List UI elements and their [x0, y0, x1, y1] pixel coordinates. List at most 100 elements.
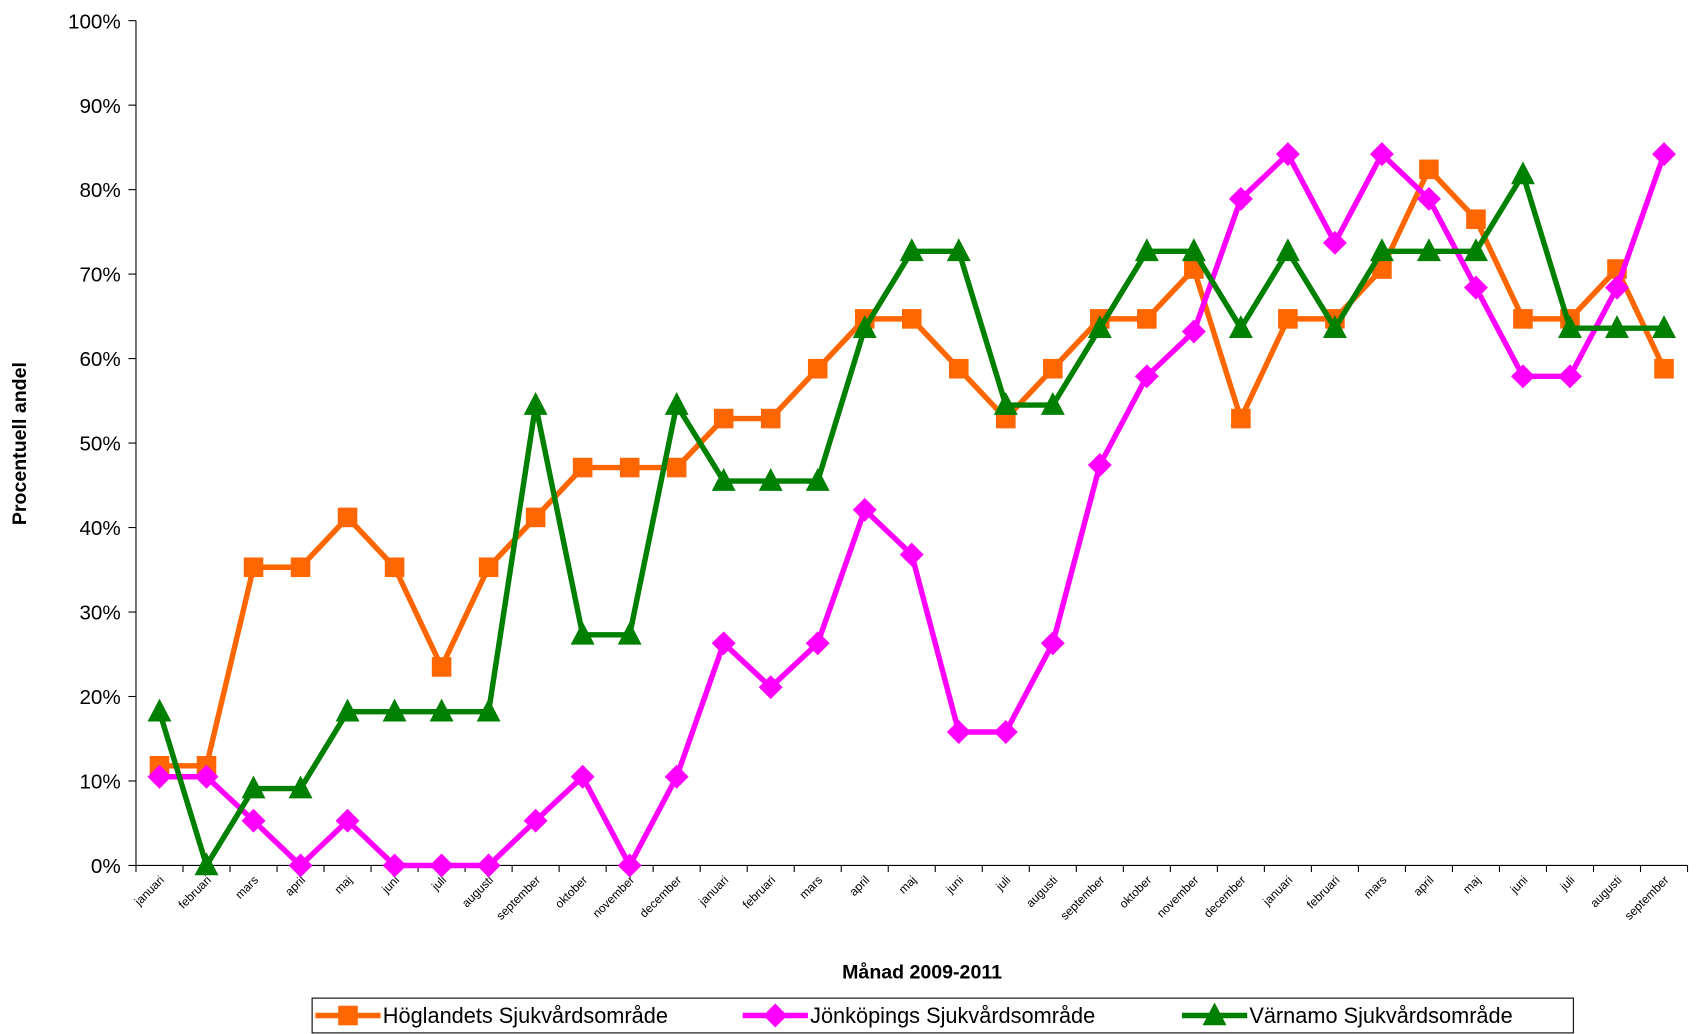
- x-tick-label: november: [590, 873, 637, 920]
- data-point: [523, 392, 548, 415]
- data-point: [1181, 238, 1206, 262]
- y-tick-label: 90%: [79, 95, 120, 118]
- y-tick-label: 50%: [79, 433, 120, 456]
- data-point: [617, 853, 642, 878]
- x-tick-label: december: [1201, 873, 1248, 920]
- data-point: [147, 764, 172, 789]
- data-point: [429, 698, 454, 722]
- x-tick-label: maj: [1460, 873, 1484, 897]
- data-point: [711, 468, 736, 491]
- x-tick-label: januari: [131, 873, 167, 909]
- data-point: [901, 309, 922, 329]
- data-point: [525, 507, 546, 528]
- x-tick-label: mars: [797, 873, 826, 902]
- data-point: [666, 457, 687, 478]
- data-line: [156, 171, 1665, 869]
- y-tick-label: 40%: [79, 517, 120, 540]
- data-point: [617, 621, 642, 645]
- x-tick-label: juli: [992, 873, 1013, 894]
- data-point: [1322, 230, 1347, 255]
- x-tick-label: september: [1058, 873, 1108, 923]
- x-axis-title: Månad 2009-2011: [842, 961, 1002, 984]
- x-tick-label: juni: [943, 873, 967, 897]
- data-point: [288, 775, 313, 799]
- x-tick-label: september: [1622, 873, 1672, 923]
- data-point: [711, 631, 736, 656]
- x-tick-label: juni: [378, 873, 402, 897]
- x-tick-label: juni: [1507, 873, 1531, 897]
- data-point: [1228, 315, 1253, 338]
- data-point: [1416, 238, 1441, 262]
- data-point: [619, 457, 640, 478]
- data-point: [1652, 142, 1676, 167]
- y-tick-label: 10%: [79, 771, 120, 794]
- data-point: [241, 775, 266, 799]
- data-point: [946, 238, 971, 262]
- data-point: [1322, 315, 1347, 338]
- data-point: [194, 852, 219, 876]
- x-tick-label: mars: [232, 873, 261, 902]
- data-point: [1463, 238, 1488, 262]
- data-point: [993, 720, 1018, 744]
- data-point: [572, 457, 593, 478]
- data-point: [384, 557, 405, 578]
- data-point: [1040, 631, 1065, 656]
- data-point: [1463, 275, 1488, 300]
- data-point: [1040, 392, 1065, 415]
- y-tick-label: 80%: [79, 179, 120, 202]
- data-point: [664, 764, 689, 789]
- data-point: [431, 657, 452, 677]
- x-tick-label: oktober: [552, 873, 590, 911]
- data-point: [290, 557, 311, 578]
- x-tick-label: augusti: [1023, 873, 1060, 910]
- x-tick-label: december: [637, 873, 684, 920]
- x-tick-label: april: [1411, 873, 1437, 899]
- data-point: [1087, 453, 1112, 477]
- data-point: [899, 238, 924, 262]
- data-point: [478, 557, 499, 578]
- data-point: [1652, 315, 1676, 338]
- data-point: [758, 675, 783, 700]
- data-point: [476, 698, 501, 722]
- data-point: [335, 698, 360, 722]
- legend-label: Värnamo Sjukvårdsområde: [1249, 1003, 1512, 1028]
- legend-box: [311, 997, 1574, 1034]
- x-tick-label: maj: [332, 873, 356, 897]
- y-tick-label: 0%: [91, 855, 121, 878]
- data-point: [1558, 315, 1582, 338]
- data-point: [1278, 309, 1298, 329]
- x-tick-label: augusti: [459, 873, 496, 910]
- x-tick-label: maj: [896, 873, 920, 897]
- data-point: [1369, 238, 1394, 262]
- data-point: [194, 764, 219, 789]
- data-point: [288, 853, 313, 878]
- data-point: [805, 468, 830, 491]
- data-point: [1275, 238, 1300, 262]
- data-point: [852, 315, 877, 338]
- data-point: [1231, 408, 1251, 429]
- data-point: [1513, 309, 1533, 329]
- x-tick-label: juli: [428, 873, 449, 894]
- data-point: [1275, 142, 1300, 167]
- data-point: [1087, 315, 1112, 338]
- data-point: [758, 468, 783, 491]
- data-point: [1654, 358, 1674, 379]
- data-point: [429, 853, 454, 878]
- data-point: [1043, 358, 1063, 379]
- data-point: [1419, 159, 1439, 180]
- x-tick-label: september: [493, 873, 543, 923]
- x-tick-label: oktober: [1116, 873, 1154, 911]
- x-tick-label: april: [282, 873, 308, 899]
- x-tick-label: mars: [1361, 873, 1390, 902]
- legend-marker: [1202, 1002, 1227, 1026]
- x-tick-label: februari: [740, 873, 779, 912]
- legend-label: Jönköpings Sjukvårdsområde: [810, 1003, 1095, 1028]
- data-point: [243, 557, 264, 578]
- data-point: [664, 392, 689, 415]
- data-point: [760, 408, 781, 429]
- data-point: [382, 853, 407, 878]
- data-point: [1511, 364, 1535, 389]
- y-axis-title: Procentuell andel: [9, 362, 31, 525]
